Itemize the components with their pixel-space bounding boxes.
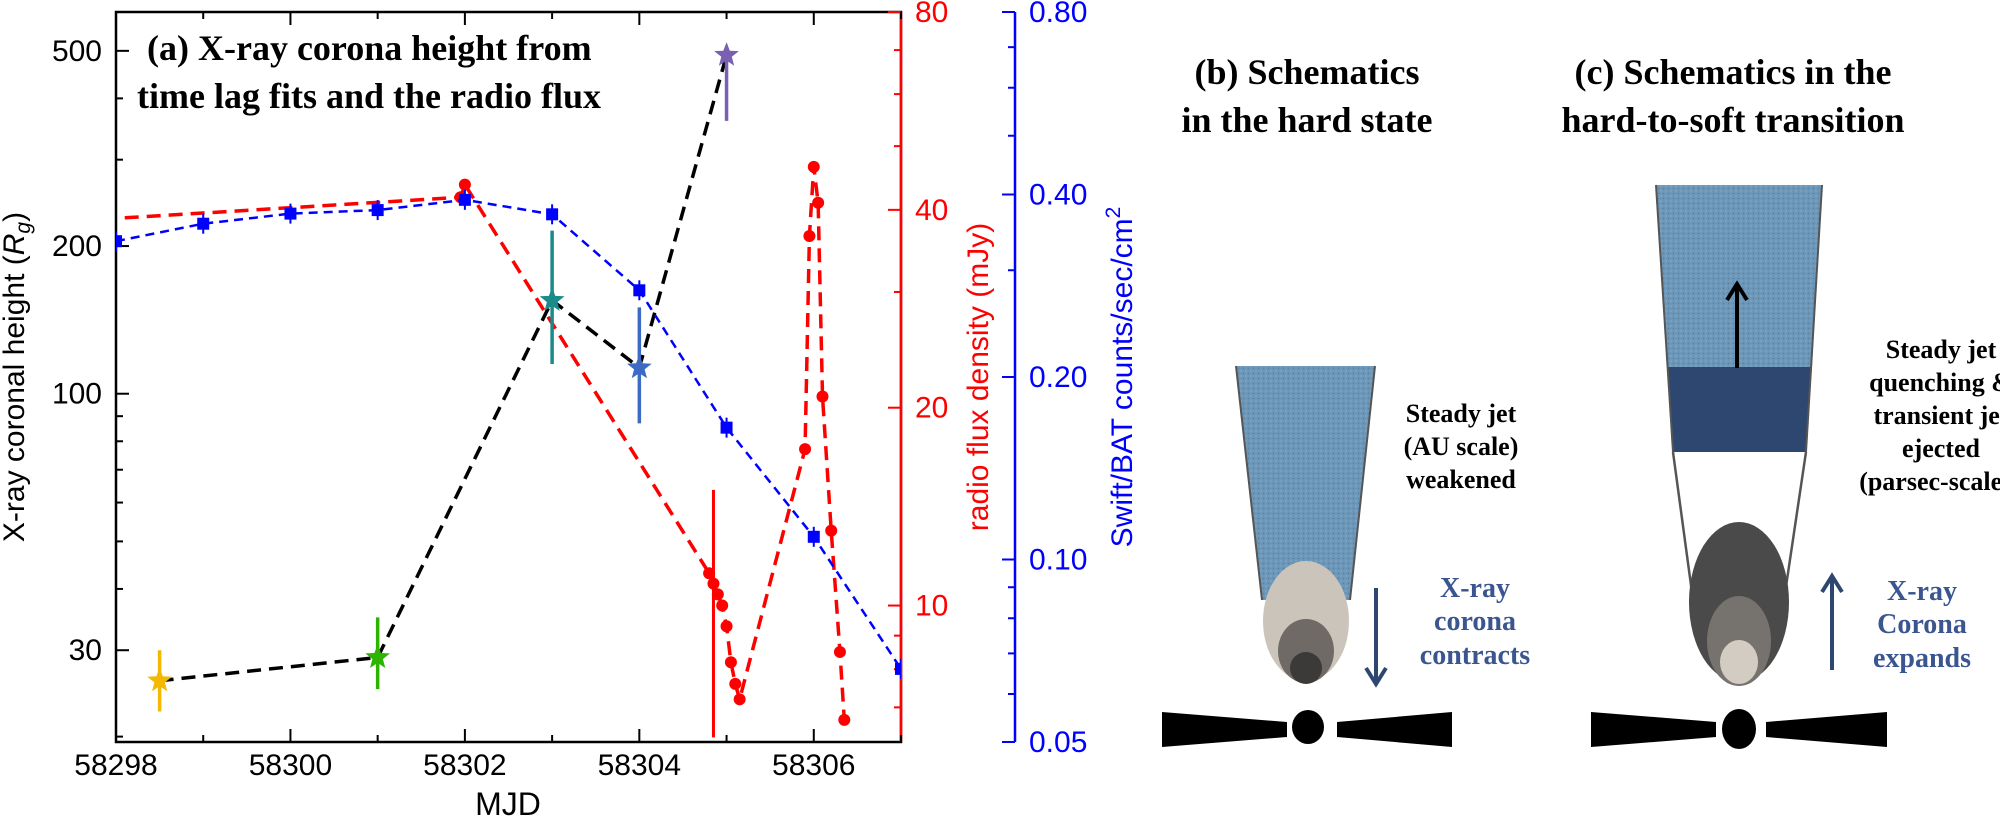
series-line bbox=[124, 166, 847, 720]
radio-data-point bbox=[838, 713, 851, 726]
jet-label-b-line3: weakened bbox=[1406, 465, 1516, 494]
x-tick-label: 58300 bbox=[249, 749, 332, 782]
radio-data-point bbox=[825, 524, 838, 537]
star-icon bbox=[147, 667, 172, 692]
radio-axis-ticks: 10 20 40 80 bbox=[888, 0, 948, 742]
corona-label-b-line3: contracts bbox=[1420, 640, 1531, 671]
arrow-down-icon bbox=[1364, 588, 1388, 688]
accretion-disk bbox=[1591, 712, 1887, 747]
panel-b-title-line1: (b) Schematics bbox=[1195, 52, 1420, 92]
left-axis-ticks: 30 100 200 500 bbox=[52, 11, 129, 738]
bat-tick-label: 0.10 bbox=[1029, 544, 1087, 577]
left-tick-label: 500 bbox=[52, 35, 102, 68]
series-line bbox=[116, 198, 901, 670]
radio-data-point bbox=[803, 229, 816, 242]
radio-data-point bbox=[729, 677, 742, 690]
radio-data-point bbox=[812, 196, 825, 209]
panel-b-title-line2: in the hard state bbox=[1182, 100, 1433, 140]
left-axis-label: X-ray coronal height (Rg) bbox=[0, 212, 35, 542]
x-tick-label: 58302 bbox=[423, 749, 506, 782]
panel-a-chart: 30 100 200 500 10 20 40 80 0.05 0.10 0.20 0.40 0.8… bbox=[0, 0, 1139, 822]
jet-label-b-line1: Steady jet bbox=[1406, 399, 1517, 428]
bat-tick-label: 0.05 bbox=[1029, 726, 1087, 759]
corona-expanded-shape bbox=[1689, 522, 1789, 686]
radio-tick-label: 40 bbox=[915, 194, 948, 227]
panel-a-title-line2: time lag fits and the radio flux bbox=[137, 76, 601, 116]
steady-jet-shape bbox=[1235, 365, 1376, 601]
series-layer bbox=[116, 54, 901, 738]
bat-axis-label: Swift/BAT counts/sec/cm2 bbox=[1102, 207, 1139, 548]
radio-tick-label: 80 bbox=[915, 0, 948, 29]
corona-contracted-shape bbox=[1263, 561, 1349, 684]
panel-c-schematic: (c) Schematics in the hard-to-soft trans… bbox=[1562, 52, 2000, 749]
jet-label-b-line2: (AU scale) bbox=[1404, 432, 1519, 461]
left-tick-label: 200 bbox=[52, 230, 102, 263]
corona-label-c-line2: Corona bbox=[1877, 609, 1967, 640]
bat-tick-label: 0.80 bbox=[1029, 0, 1087, 29]
radio-data-point bbox=[733, 693, 746, 706]
star-icon bbox=[714, 42, 739, 66]
panel-b-schematic: (b) Schematics in the hard state Steady … bbox=[1162, 52, 1530, 747]
left-tick-label: 100 bbox=[52, 378, 102, 411]
arrow-up-icon bbox=[1725, 280, 1749, 368]
accretion-disk bbox=[1162, 712, 1452, 747]
jet-label-c-line4: ejected bbox=[1902, 434, 1980, 463]
x-axis-ticks: 58298 58300 58302 58304 58306 bbox=[74, 12, 902, 782]
x-tick-label: 58304 bbox=[598, 749, 681, 782]
arrow-up-icon bbox=[1820, 572, 1844, 670]
radio-data-point bbox=[724, 656, 737, 669]
panel-c-title-line2: hard-to-soft transition bbox=[1562, 100, 1905, 140]
corona-label-c-line1: X-ray bbox=[1887, 576, 1957, 607]
x-tick-label: 58298 bbox=[74, 749, 157, 782]
plot-frame bbox=[114, 10, 903, 744]
radio-data-point bbox=[458, 178, 471, 191]
bat-tick-label: 0.20 bbox=[1029, 361, 1087, 394]
bat-axis-ticks: 0.05 0.10 0.20 0.40 0.80 bbox=[1002, 0, 1087, 759]
radio-data-point bbox=[799, 443, 812, 456]
black-hole-icon bbox=[1292, 710, 1324, 744]
jet-label-c-line2: quenching & bbox=[1869, 368, 2000, 397]
radio-tick-label: 20 bbox=[915, 392, 948, 425]
corona-label-b-line2: corona bbox=[1434, 606, 1516, 637]
corona-label-b-line1: X-ray bbox=[1440, 573, 1510, 604]
left-tick-label: 30 bbox=[69, 634, 102, 667]
jet-label-c-line5: (parsec-scale) bbox=[1859, 467, 2000, 496]
radio-data-point bbox=[807, 160, 820, 173]
star-icon bbox=[365, 644, 390, 668]
star-icon bbox=[539, 287, 565, 311]
radio-data-point bbox=[833, 645, 846, 658]
x-axis-label: MJD bbox=[475, 786, 541, 822]
black-hole-icon bbox=[1722, 709, 1756, 749]
corona-label-c-line3: expands bbox=[1873, 643, 1971, 674]
transient-jet-shape bbox=[1655, 184, 1823, 601]
radio-data-point bbox=[716, 599, 729, 612]
jet-label-c-line1: Steady jet bbox=[1886, 335, 1997, 364]
radio-axis-label: radio flux density (mJy) bbox=[962, 223, 995, 531]
bat-data-point bbox=[895, 662, 901, 675]
x-tick-label: 58306 bbox=[772, 749, 855, 782]
panel-a-title-line1: (a) X-ray corona height from bbox=[147, 28, 592, 68]
bat-data-point bbox=[116, 235, 122, 248]
radio-data-point bbox=[720, 620, 733, 633]
bat-tick-label: 0.40 bbox=[1029, 179, 1087, 212]
radio-data-point bbox=[816, 390, 829, 403]
panel-c-title-line1: (c) Schematics in the bbox=[1575, 52, 1892, 92]
star-icon bbox=[627, 354, 652, 379]
marker-layer bbox=[147, 42, 739, 712]
jet-label-c-line3: transient jet bbox=[1873, 401, 2000, 430]
radio-tick-label: 10 bbox=[915, 590, 948, 623]
